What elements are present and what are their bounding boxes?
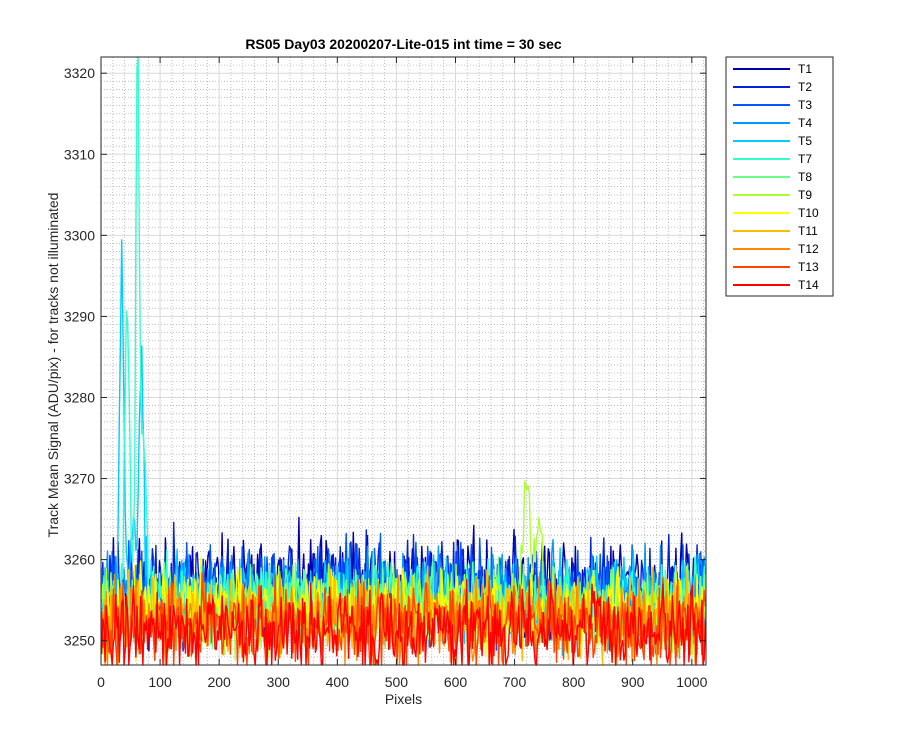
x-tick-label: 200 (207, 674, 231, 690)
x-tick-labels: 0 100 200 300 400 500 600 700 800 900 1000 (97, 674, 707, 690)
x-tick-label: 700 (503, 674, 527, 690)
legend: T1 T2 T3 T4 T5 T7 T8 T9 T10 T11 T12 T13 T14 (725, 56, 834, 297)
chart-title: RS05 Day03 20200207-Lite-015 int time = … (245, 36, 562, 52)
legend-label-t2: T2 (798, 80, 812, 94)
legend-label-t3: T3 (798, 98, 812, 112)
legend-label-t12: T12 (798, 242, 819, 256)
tick-marks (100, 57, 706, 665)
legend-label-t7: T7 (798, 152, 812, 166)
legend-label-t9: T9 (798, 188, 812, 202)
legend-label-t1: T1 (798, 62, 812, 76)
y-tick-label: 3260 (64, 552, 95, 568)
x-tick-label: 900 (621, 674, 645, 690)
y-tick-labels: 3250 3260 3270 3280 3290 3300 3310 3320 (64, 65, 95, 648)
legend-label-t5: T5 (798, 134, 812, 148)
y-tick-label: 3300 (64, 227, 95, 243)
y-tick-label: 3320 (64, 65, 95, 81)
y-tick-label: 3310 (64, 146, 95, 162)
x-axis-label: Pixels (385, 691, 422, 707)
x-tick-label: 500 (385, 674, 409, 690)
y-tick-label: 3270 (64, 471, 95, 487)
x-tick-label: 100 (148, 674, 172, 690)
legend-label-t14: T14 (798, 278, 819, 292)
plot-frame (100, 56, 707, 666)
y-tick-label: 3280 (64, 389, 95, 405)
x-tick-label: 1000 (676, 674, 707, 690)
series-layer (100, 56, 707, 666)
x-tick-label: 300 (267, 674, 291, 690)
minor-gridlines (101, 56, 706, 666)
y-tick-label: 3290 (64, 308, 95, 324)
legend-label-t13: T13 (798, 260, 819, 274)
legend-label-t11: T11 (798, 224, 818, 238)
legend-label-t4: T4 (798, 116, 812, 130)
x-tick-label: 0 (97, 674, 105, 690)
y-axis-label: Track Mean Signal (ADU/pix) - for tracks… (45, 193, 61, 538)
x-tick-label: 600 (444, 674, 468, 690)
legend-label-t8: T8 (798, 170, 812, 184)
x-tick-label: 400 (326, 674, 350, 690)
legend-items: T1 T2 T3 T4 T5 T7 T8 T9 T10 T11 T12 T13 T14 (733, 62, 819, 292)
legend-label-t10: T10 (798, 206, 819, 220)
y-tick-label: 3250 (64, 633, 95, 649)
x-tick-label: 800 (562, 674, 586, 690)
